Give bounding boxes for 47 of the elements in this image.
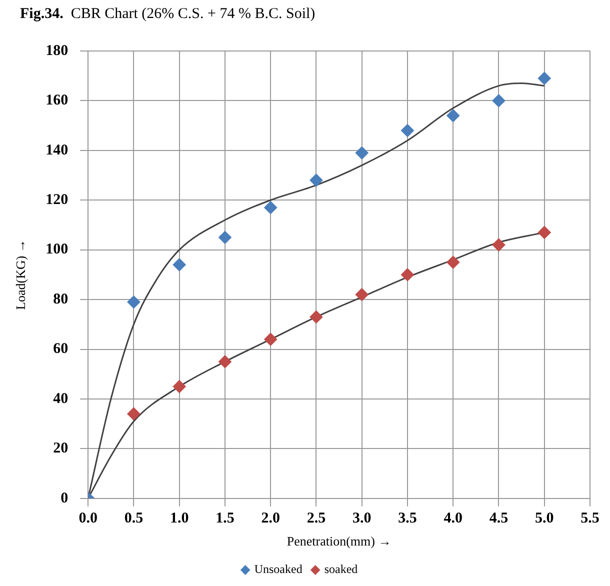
point xyxy=(538,226,551,239)
point xyxy=(310,310,323,324)
point xyxy=(400,268,414,282)
y-tick-label: 60 xyxy=(53,341,68,358)
point xyxy=(400,124,414,138)
point xyxy=(355,146,368,160)
legend-label: soaked xyxy=(324,562,358,576)
y-tick-label: 0 xyxy=(60,490,68,506)
y-axis-title: Load(KG) → xyxy=(13,239,28,310)
point xyxy=(310,174,323,187)
y-tick-label: 140 xyxy=(46,142,68,158)
legend-label: Unsoaked xyxy=(254,562,302,576)
x-tick-label: 3.5 xyxy=(398,510,417,526)
x-tick-label: 5.0 xyxy=(535,510,554,526)
x-tick-label: 4.0 xyxy=(444,510,462,526)
x-tick-label: 2.5 xyxy=(306,510,326,526)
x-tick-label: 4.5 xyxy=(489,510,508,526)
y-tick-label: 180 xyxy=(46,42,68,59)
x-tick-label: 1.0 xyxy=(170,510,189,526)
y-tick-label: 40 xyxy=(53,390,68,407)
x-tick-label: 0.5 xyxy=(124,510,144,526)
point xyxy=(218,230,232,244)
point xyxy=(446,256,460,269)
point xyxy=(172,380,186,394)
y-tick-label: 100 xyxy=(46,242,68,258)
point xyxy=(264,201,278,214)
point xyxy=(127,296,140,309)
point xyxy=(264,332,278,346)
y-tick-label: 160 xyxy=(46,92,68,109)
point xyxy=(218,355,232,368)
point xyxy=(446,109,460,122)
point xyxy=(355,288,368,302)
chart-title: Fig.34. CBR Chart (26% C.S. + 74 % B.C. Soil) xyxy=(20,6,316,23)
x-tick-label: 3.0 xyxy=(352,510,372,526)
x-axis-title: Penetration(mm) → xyxy=(286,534,392,549)
x-tick-label: 0.0 xyxy=(78,510,98,526)
y-tick-label: 20 xyxy=(53,440,68,457)
x-tick-label: 1.5 xyxy=(216,510,234,526)
point xyxy=(538,72,551,85)
x-tick-label: 5.5 xyxy=(580,510,600,526)
y-tick-label: 120 xyxy=(46,192,68,208)
point xyxy=(172,258,186,272)
point xyxy=(127,407,140,420)
y-tick-label: 80 xyxy=(53,291,68,308)
point xyxy=(492,94,506,108)
point xyxy=(492,238,506,252)
x-tick-label: 2.0 xyxy=(261,510,280,526)
